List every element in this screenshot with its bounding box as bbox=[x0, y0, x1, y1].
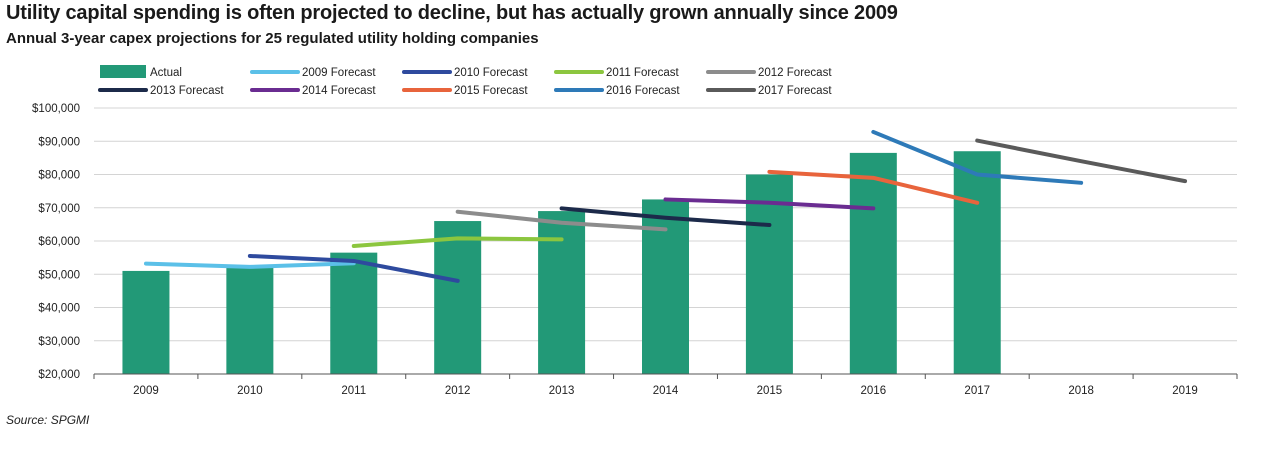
x-tick-label: 2018 bbox=[1068, 385, 1094, 397]
x-tick-label: 2015 bbox=[757, 385, 783, 397]
bar-actual bbox=[330, 252, 378, 374]
bar-actual bbox=[538, 211, 586, 374]
y-tick-label: $100,000 bbox=[32, 103, 80, 115]
legend-label: 2010 Forecast bbox=[454, 67, 528, 79]
bar-actual bbox=[642, 199, 689, 374]
legend-label: 2011 Forecast bbox=[606, 67, 679, 79]
bar-actual bbox=[122, 270, 170, 374]
chart-title: Utility capital spending is often projec… bbox=[6, 2, 898, 24]
gridlines bbox=[94, 107, 1237, 342]
y-tick-label: $40,000 bbox=[38, 303, 80, 315]
legend: Actual 2009 Forecast 2010 Forecast 2011 For… bbox=[98, 65, 832, 97]
y-tick-label: $90,000 bbox=[38, 136, 80, 148]
x-tick-label: 2009 bbox=[133, 385, 159, 397]
actual-bars bbox=[122, 151, 1001, 374]
y-tick-label: $30,000 bbox=[38, 336, 80, 348]
series-line bbox=[143, 261, 356, 269]
series-line bbox=[351, 236, 564, 248]
x-tick-label: 2013 bbox=[549, 385, 575, 397]
legend-label: 2012 Forecast bbox=[758, 67, 832, 79]
forecast-lines bbox=[143, 129, 1188, 283]
y-tick-label: $50,000 bbox=[38, 269, 80, 281]
bar-actual bbox=[434, 221, 482, 374]
y-axis: $20,000 $30,000 $40,000 $50,000 $60,000 $70,0… bbox=[32, 103, 80, 381]
series-line bbox=[247, 253, 460, 283]
legend-label: 2013 Forecast bbox=[150, 85, 224, 97]
x-tick-label: 2016 bbox=[861, 385, 887, 397]
bar-actual bbox=[953, 151, 1001, 374]
y-tick-label: $20,000 bbox=[38, 369, 80, 381]
series-line bbox=[871, 129, 1084, 185]
x-tick-label: 2014 bbox=[653, 385, 679, 397]
series-line bbox=[455, 209, 668, 232]
x-tick-label: 2012 bbox=[445, 385, 471, 397]
series-line bbox=[767, 169, 980, 205]
bar-actual bbox=[226, 267, 274, 374]
legend-swatch-actual bbox=[100, 65, 146, 78]
x-tick-label: 2019 bbox=[1172, 385, 1198, 397]
x-axis: 2009 2010 2011 2012 2013 2014 2015 2016 2017 2018… bbox=[93, 373, 1238, 397]
y-tick-label: $60,000 bbox=[38, 236, 80, 248]
y-tick-label: $80,000 bbox=[38, 170, 80, 182]
legend-label: 2014 Forecast bbox=[302, 85, 376, 97]
series-line bbox=[663, 197, 876, 211]
bar-actual bbox=[745, 174, 793, 374]
x-tick-label: 2017 bbox=[964, 385, 990, 397]
x-tick-label: 2010 bbox=[237, 385, 263, 397]
x-tick-label: 2011 bbox=[341, 385, 366, 397]
legend-label: 2009 Forecast bbox=[302, 67, 376, 79]
source-note: Source: SPGMI bbox=[6, 413, 90, 427]
legend-label: Actual bbox=[150, 67, 182, 79]
legend-label: 2017 Forecast bbox=[758, 85, 832, 97]
series-line bbox=[559, 206, 772, 228]
series-line bbox=[975, 138, 1188, 184]
legend-label: 2015 Forecast bbox=[454, 85, 528, 97]
legend-label: 2016 Forecast bbox=[606, 85, 680, 97]
chart-subtitle: Annual 3-year capex projections for 25 r… bbox=[6, 30, 539, 47]
bar-actual bbox=[849, 152, 897, 374]
y-tick-label: $70,000 bbox=[38, 203, 80, 215]
